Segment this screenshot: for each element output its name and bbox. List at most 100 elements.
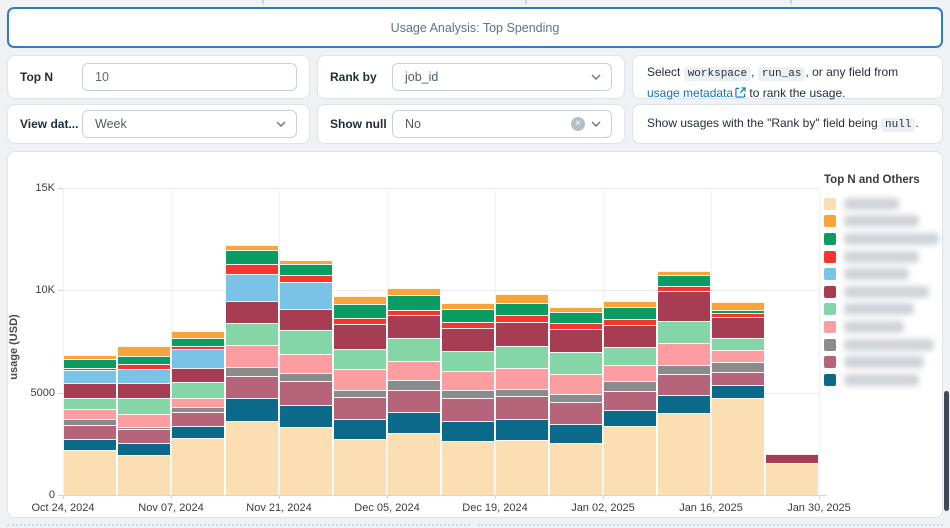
bar-segment[interactable] — [496, 294, 548, 303]
stacked-bar[interactable] — [550, 306, 602, 495]
bar-segment[interactable] — [712, 397, 764, 495]
bar-segment[interactable] — [766, 463, 818, 495]
bar-segment[interactable] — [388, 338, 440, 361]
bar-segment[interactable] — [334, 348, 386, 370]
bar-segment[interactable] — [280, 282, 332, 309]
bar-segment[interactable] — [280, 353, 332, 374]
bar-segment[interactable] — [442, 328, 494, 351]
legend-item[interactable] — [824, 230, 942, 248]
bar-segment[interactable] — [172, 382, 224, 398]
bar-segment[interactable] — [496, 419, 548, 440]
bar-segment[interactable] — [496, 322, 548, 346]
bar-segment[interactable] — [442, 322, 494, 329]
bar-segment[interactable] — [712, 316, 764, 339]
bar-segment[interactable] — [550, 351, 602, 375]
bar-segment[interactable] — [172, 412, 224, 427]
bar-segment[interactable] — [226, 245, 278, 251]
bar-segment[interactable] — [118, 429, 170, 444]
bar-segment[interactable] — [658, 374, 710, 395]
bar-segment[interactable] — [496, 302, 548, 315]
bar-segment[interactable] — [172, 397, 224, 407]
bar-segment[interactable] — [226, 376, 278, 398]
bar-segment[interactable] — [64, 408, 116, 419]
bar-segment[interactable] — [388, 295, 440, 310]
bar-segment[interactable] — [442, 421, 494, 441]
bar-segment[interactable] — [118, 364, 170, 369]
stacked-bar[interactable] — [766, 454, 818, 495]
bar-segment[interactable] — [658, 270, 710, 275]
show-null-select[interactable]: No × — [392, 110, 612, 138]
bar-segment[interactable] — [64, 382, 116, 398]
bar-segment[interactable] — [712, 313, 764, 317]
bar-segment[interactable] — [172, 426, 224, 438]
dashboard-header-widget[interactable]: Usage Analysis: Top Spending — [7, 7, 943, 48]
bar-segment[interactable] — [604, 346, 656, 366]
bar-segment[interactable] — [712, 310, 764, 314]
bar-segment[interactable] — [442, 302, 494, 309]
bar-segment[interactable] — [442, 371, 494, 390]
bar-segment[interactable] — [118, 356, 170, 365]
bar-segment[interactable] — [280, 330, 332, 354]
legend-item[interactable] — [824, 195, 942, 213]
bar-segment[interactable] — [442, 440, 494, 495]
bar-segment[interactable] — [496, 368, 548, 389]
view-date-select[interactable]: Week — [82, 110, 297, 138]
bar-segment[interactable] — [64, 418, 116, 425]
bar-segment[interactable] — [604, 426, 656, 495]
bar-segment[interactable] — [172, 348, 224, 369]
bar-segment[interactable] — [226, 250, 278, 264]
bar-segment[interactable] — [712, 350, 764, 362]
bar-segment[interactable] — [442, 308, 494, 323]
bar-segment[interactable] — [118, 443, 170, 456]
bar-segment[interactable] — [226, 300, 278, 324]
bar-segment[interactable] — [280, 259, 332, 264]
bar-segment[interactable] — [388, 309, 440, 315]
bar-segment[interactable] — [118, 455, 170, 495]
bar-segment[interactable] — [550, 311, 602, 324]
bar-segment[interactable] — [226, 397, 278, 422]
bar-segment[interactable] — [550, 401, 602, 425]
bar-segment[interactable] — [550, 442, 602, 495]
bar-segment[interactable] — [226, 263, 278, 274]
bar-segment[interactable] — [118, 413, 170, 428]
bar-segment[interactable] — [658, 291, 710, 322]
stacked-bar[interactable] — [226, 245, 278, 495]
bar-segment[interactable] — [334, 317, 386, 325]
bar-segment[interactable] — [604, 381, 656, 391]
clear-selection-icon[interactable]: × — [571, 117, 585, 131]
bar-segment[interactable] — [334, 396, 386, 420]
bar-segment[interactable] — [496, 395, 548, 420]
bar-segment[interactable] — [226, 323, 278, 345]
stacked-bar[interactable] — [118, 345, 170, 495]
bar-segment[interactable] — [334, 296, 386, 304]
bar-segment[interactable] — [550, 329, 602, 352]
stacked-bar[interactable] — [64, 354, 116, 495]
bar-segment[interactable] — [334, 303, 386, 318]
bar-segment[interactable] — [658, 286, 710, 292]
bar-segment[interactable] — [334, 419, 386, 439]
bar-segment[interactable] — [658, 365, 710, 375]
legend-item[interactable] — [824, 301, 942, 319]
bar-segment[interactable] — [118, 345, 170, 357]
bar-segment[interactable] — [280, 308, 332, 331]
legend-item[interactable] — [824, 283, 942, 301]
stacked-bar[interactable] — [334, 296, 386, 495]
bar-segment[interactable] — [280, 404, 332, 428]
bar-segment[interactable] — [550, 424, 602, 443]
bar-segment[interactable] — [550, 393, 602, 402]
bar-segment[interactable] — [550, 306, 602, 312]
bar-segment[interactable] — [280, 381, 332, 405]
bar-segment[interactable] — [766, 454, 818, 464]
bar-segment[interactable] — [388, 314, 440, 339]
bar-segment[interactable] — [550, 374, 602, 394]
legend-item[interactable] — [824, 265, 942, 283]
stacked-bar[interactable] — [172, 331, 224, 495]
bar-segment[interactable] — [496, 345, 548, 369]
bar-segment[interactable] — [388, 432, 440, 495]
bar-segment[interactable] — [172, 345, 224, 349]
bar-segment[interactable] — [172, 331, 224, 339]
bar-segment[interactable] — [64, 397, 116, 409]
stacked-bar[interactable] — [658, 270, 710, 495]
bar-segment[interactable] — [712, 385, 764, 398]
bar-segment[interactable] — [64, 449, 116, 495]
